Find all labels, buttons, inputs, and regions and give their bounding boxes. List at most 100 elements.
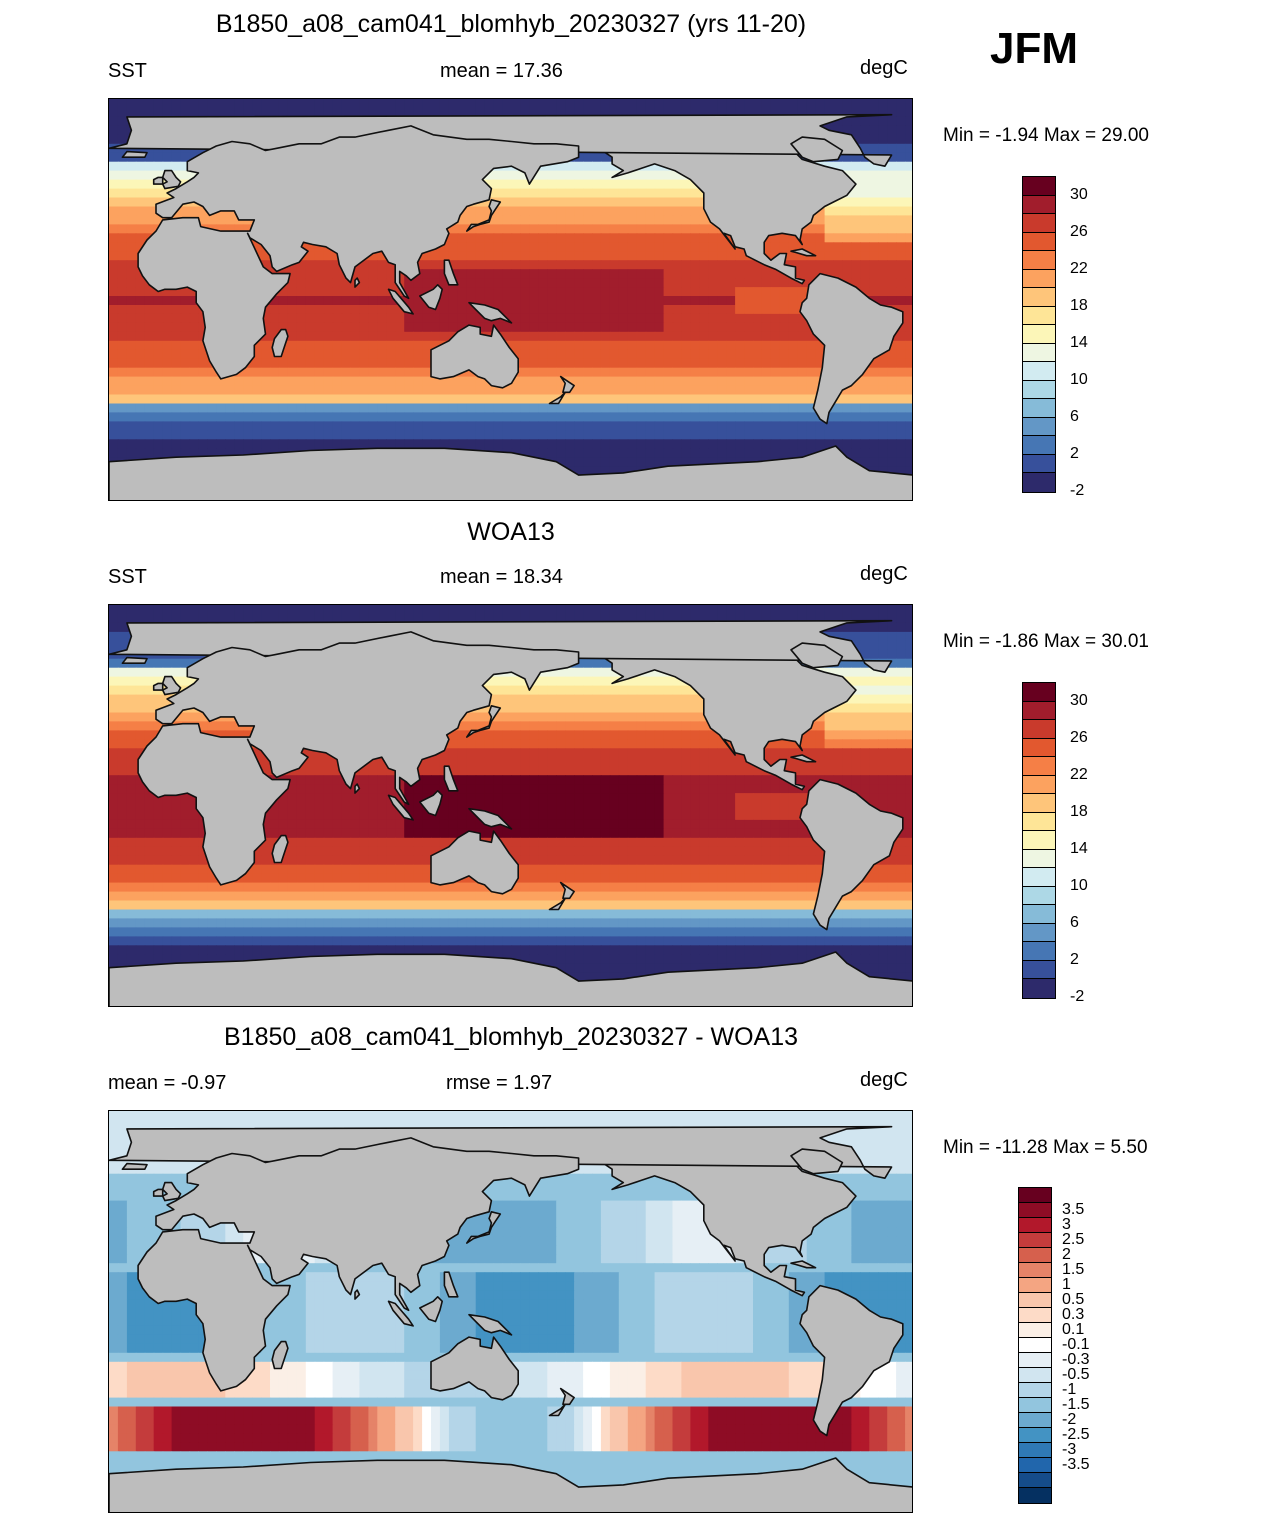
field-cell: [744, 412, 754, 422]
panel1-title: B1850_a08_cam041_blomhyb_20230327 (yrs 1…: [215, 10, 807, 38]
field-cell: [574, 305, 584, 315]
field-cell: [860, 242, 870, 252]
field-cell: [690, 296, 700, 306]
field-cell: [627, 251, 638, 261]
field-cell: [887, 278, 897, 288]
field-cell: [851, 224, 861, 234]
field-cell: [654, 676, 665, 687]
field-cell: [583, 206, 593, 217]
field-cell: [770, 605, 781, 615]
field-cell: [171, 340, 182, 351]
field-cell: [627, 349, 638, 360]
panel2-left-label: SST: [108, 566, 147, 588]
field-cell: [189, 430, 199, 440]
field-cell: [717, 430, 727, 440]
field-cell: [341, 421, 352, 431]
field-cell: [431, 614, 441, 624]
field-cell: [341, 385, 352, 396]
field-cell: [439, 439, 450, 449]
field-cell: [565, 108, 575, 118]
field-cell: [153, 296, 164, 306]
field-cell: [663, 439, 674, 449]
field-cell: [735, 394, 745, 405]
field-cell: [413, 421, 423, 431]
field-cell: [851, 658, 861, 669]
field-cell: [708, 224, 718, 234]
field-cell: [305, 313, 316, 324]
field-cell: [386, 358, 396, 369]
field-cell: [547, 313, 557, 324]
field-cell: [699, 269, 709, 279]
field-cell: [395, 385, 405, 396]
field-cell: [502, 269, 513, 279]
field-cell: [797, 287, 808, 297]
field-cell: [171, 658, 182, 669]
field-cell: [815, 242, 826, 252]
field-cell: [278, 394, 289, 405]
field-cell: [126, 206, 137, 217]
field-cell: [896, 161, 906, 172]
field-cell: [744, 269, 754, 279]
field-cell: [788, 251, 799, 261]
field-cell: [448, 403, 459, 414]
field-cell: [663, 605, 674, 615]
field-cell: [457, 260, 468, 270]
field-cell: [135, 197, 146, 208]
field-cell: [645, 685, 656, 696]
field-cell: [422, 331, 432, 342]
field-cell: [422, 439, 432, 449]
field-cell: [207, 448, 217, 458]
field-cell: [744, 614, 754, 624]
field-cell: [717, 278, 727, 288]
field-cell: [735, 260, 745, 270]
field-cell: [395, 349, 405, 360]
field-cell: [592, 305, 602, 315]
field-cell: [681, 206, 691, 217]
field-cell: [422, 349, 432, 360]
field-cell: [270, 296, 280, 306]
field-cell: [779, 385, 790, 396]
field-cell: [413, 340, 423, 351]
field-cell: [726, 412, 736, 422]
field-cell: [117, 305, 128, 315]
field-cell: [386, 108, 396, 118]
field-cell: [833, 403, 843, 414]
field-cell: [583, 260, 593, 270]
field-cell: [905, 605, 912, 615]
field-cell: [153, 394, 164, 405]
field-cell: [663, 340, 674, 351]
field-cell: [869, 251, 879, 261]
field-cell: [135, 305, 146, 315]
field-cell: [815, 215, 826, 225]
field-cell: [413, 439, 423, 449]
field-cell: [117, 385, 128, 396]
field-cell: [654, 305, 665, 315]
field-cell: [431, 313, 441, 324]
field-cell: [153, 197, 164, 208]
field-cell: [189, 296, 199, 306]
field-cell: [278, 305, 289, 315]
field-cell: [896, 233, 906, 243]
field-cell: [806, 403, 817, 414]
field-cell: [475, 421, 486, 431]
field-cell: [287, 614, 298, 624]
field-cell: [270, 421, 280, 431]
field-cell: [368, 340, 378, 351]
field-cell: [636, 331, 647, 342]
field-cell: [860, 197, 870, 208]
field-cell: [592, 331, 602, 342]
field-cell: [323, 430, 334, 440]
field-cell: [592, 340, 602, 351]
field-cell: [869, 188, 879, 199]
field-cell: [726, 278, 736, 288]
field-cell: [162, 108, 173, 118]
field-cell: [609, 376, 620, 387]
field-cell: [618, 278, 629, 288]
field-cell: [654, 331, 665, 342]
field-cell: [511, 215, 521, 225]
field-cell: [806, 367, 817, 378]
field-cell: [529, 385, 539, 396]
field-cell: [359, 287, 369, 297]
field-cell: [797, 376, 808, 387]
field-cell: [547, 224, 557, 234]
